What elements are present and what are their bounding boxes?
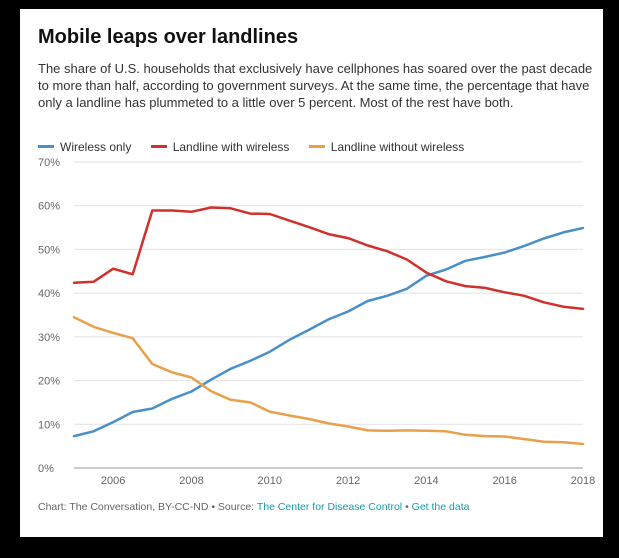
chart-card: Mobile leaps over landlines The share of… xyxy=(20,9,603,537)
x-tick-label: 2018 xyxy=(571,475,595,487)
series-line-0 xyxy=(72,226,585,438)
chart-title: Mobile leaps over landlines xyxy=(38,26,299,48)
legend-label: Wireless only xyxy=(60,139,132,154)
y-tick-label: 30% xyxy=(38,332,60,344)
series-line-2 xyxy=(72,315,585,446)
y-tick-label: 60% xyxy=(38,201,60,213)
y-tick-label: 0% xyxy=(38,463,54,475)
x-tick-label: 2016 xyxy=(492,475,516,487)
y-tick-label: 70% xyxy=(38,157,60,169)
y-tick-label: 10% xyxy=(38,419,60,431)
legend-swatch-red xyxy=(150,145,167,148)
legend-label: Landline without wireless xyxy=(330,139,465,154)
y-tick-label: 40% xyxy=(38,288,60,300)
legend-item-landline-without-wireless: Landline without wireless xyxy=(308,139,465,154)
chart-legend: Wireless only Landline with wireless Lan… xyxy=(38,137,480,154)
legend-label: Landline with wireless xyxy=(172,139,290,154)
chart-footer: Chart: The Conversation, BY-CC-ND • Sour… xyxy=(38,501,469,513)
get-data-link[interactable]: Get the data xyxy=(411,501,470,513)
legend-item-wireless-only: Wireless only xyxy=(38,140,131,154)
footer-separator: • xyxy=(402,501,412,513)
x-tick-label: 2006 xyxy=(101,475,125,487)
line-chart: 0% 10% 20% 30% 40% 50% 60% 70% 2006 2008 2010 2012 2… xyxy=(38,157,595,487)
x-tick-label: 2012 xyxy=(336,475,360,487)
series-line-1 xyxy=(72,206,585,311)
x-tick-label: 2014 xyxy=(414,475,438,487)
y-tick-label: 20% xyxy=(38,376,60,388)
source-link[interactable]: The Center for Disease Control xyxy=(256,501,403,513)
chart-subtitle: The share of U.S. households that exclus… xyxy=(38,61,593,110)
x-tick-label: 2008 xyxy=(179,475,203,487)
legend-swatch-blue xyxy=(38,145,54,148)
y-tick-label: 50% xyxy=(38,244,60,256)
legend-item-landline-with-wireless: Landline with wireless xyxy=(150,139,290,154)
footer-credit: Chart: The Conversation, BY-CC-ND • Sour… xyxy=(38,501,257,513)
legend-swatch-orange xyxy=(308,145,325,148)
x-tick-label: 2010 xyxy=(258,475,282,487)
